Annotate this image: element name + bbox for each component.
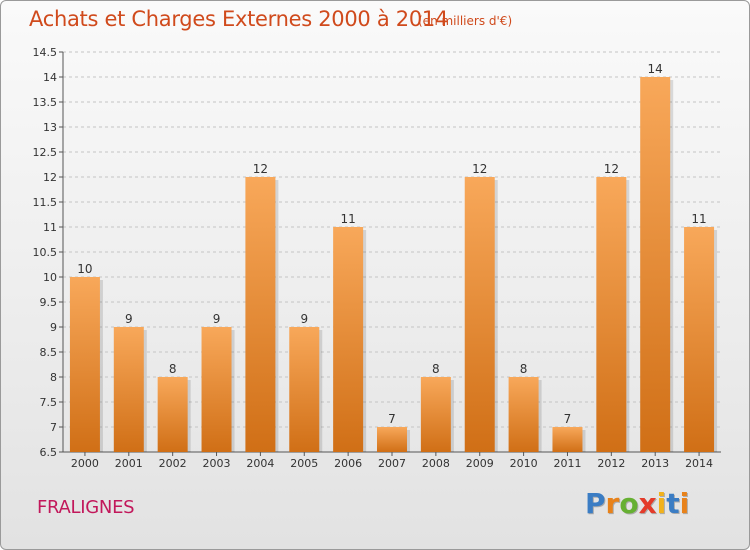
bar — [464, 177, 495, 452]
bar — [245, 177, 276, 452]
value-label: 7 — [388, 412, 396, 426]
value-label: 11 — [340, 212, 355, 226]
bar — [69, 277, 100, 452]
bars — [69, 77, 718, 452]
x-tick-label: 2008 — [422, 457, 450, 470]
x-tick-label: 2005 — [290, 457, 318, 470]
x-tick-label: 2011 — [553, 457, 581, 470]
bar — [596, 177, 627, 452]
value-label: 8 — [432, 362, 440, 376]
logo-letter: o — [619, 487, 639, 520]
y-tick-label: 10 — [43, 271, 57, 284]
x-tick-label: 2007 — [378, 457, 406, 470]
y-tick-label: 14 — [43, 71, 57, 84]
bar — [377, 427, 407, 452]
logo-letter: x — [638, 487, 657, 520]
y-tick-label: 7.5 — [40, 396, 58, 409]
proxiti-logo: Proxiti — [585, 487, 689, 520]
value-label: 7 — [564, 412, 572, 426]
value-label: 12 — [253, 162, 268, 176]
value-label: 12 — [604, 162, 619, 176]
x-tick-label: 2012 — [597, 457, 625, 470]
value-label: 12 — [472, 162, 487, 176]
logo-letter: i — [679, 487, 690, 520]
bar — [552, 427, 583, 452]
y-tick-label: 7 — [50, 421, 57, 434]
x-tick-label: 2009 — [466, 457, 494, 470]
x-tick-label: 2013 — [641, 457, 669, 470]
y-tick-label: 11.5 — [33, 196, 58, 209]
y-tick-label: 13.5 — [33, 96, 58, 109]
value-label: 10 — [77, 262, 92, 276]
y-tick-label: 6.5 — [40, 446, 58, 459]
bar — [333, 227, 364, 452]
value-label: 14 — [648, 62, 663, 76]
y-tick-label: 14.5 — [33, 46, 58, 59]
y-tick-label: 8.5 — [40, 346, 58, 359]
bar — [684, 227, 715, 452]
x-tick-label: 2003 — [203, 457, 231, 470]
y-tick-label: 11 — [43, 221, 57, 234]
y-tick-label: 9 — [50, 321, 57, 334]
x-tick-label: 2002 — [159, 457, 187, 470]
value-label: 8 — [169, 362, 177, 376]
y-tick-label: 8 — [50, 371, 57, 384]
bar — [157, 377, 188, 452]
y-tick-label: 10.5 — [33, 246, 58, 259]
y-tick-label: 9.5 — [40, 296, 58, 309]
value-label: 11 — [691, 212, 706, 226]
bar — [640, 77, 671, 452]
bar — [508, 377, 539, 452]
labels: 6.5 7 7.5 8 8.5 9 9.5 10 10.5 11 11.5 12 12.5 13 13.5 1… — [33, 46, 714, 470]
bar — [113, 327, 144, 452]
bar — [420, 377, 451, 452]
logo-letter: i — [656, 487, 667, 520]
x-tick-label: 2006 — [334, 457, 362, 470]
chart-title: Achats et Charges Externes 2000 à 2014 — [29, 7, 449, 31]
y-tick-label: 13 — [43, 121, 57, 134]
bar — [289, 327, 320, 452]
value-label: 9 — [213, 312, 221, 326]
x-tick-label: 2000 — [71, 457, 99, 470]
logo-letter: t — [666, 487, 680, 520]
x-tick-label: 2010 — [510, 457, 538, 470]
logo-letter: r — [605, 487, 620, 520]
x-tick-label: 2001 — [115, 457, 143, 470]
value-label: 9 — [125, 312, 133, 326]
bar — [201, 327, 232, 452]
y-tick-label: 12 — [43, 171, 57, 184]
value-label: 9 — [300, 312, 308, 326]
commune-name: FRALIGNES — [37, 497, 135, 518]
x-tick-label: 2014 — [685, 457, 713, 470]
chart-subtitle: (en milliers d'€) — [418, 14, 513, 28]
x-tick-label: 2004 — [246, 457, 274, 470]
value-label: 8 — [520, 362, 528, 376]
logo-letter: P — [585, 487, 606, 520]
y-tick-label: 12.5 — [33, 146, 58, 159]
